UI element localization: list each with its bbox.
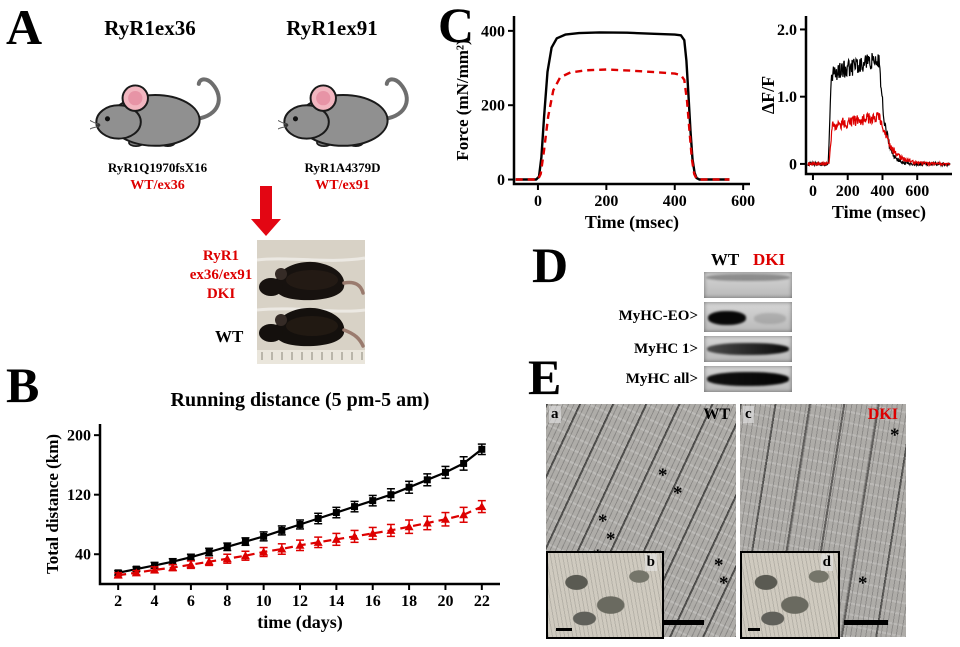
scale-bar	[844, 620, 888, 625]
svg-text:14: 14	[328, 593, 344, 610]
dki-cross-label: RyR1 ex36/ex91 DKI	[185, 247, 257, 303]
svg-text:4: 4	[151, 593, 159, 610]
svg-text:0: 0	[809, 183, 817, 200]
mouse2-cartoon	[278, 77, 409, 149]
blot-lane-wt: WT	[710, 250, 740, 269]
asterisk-marker: *	[673, 483, 683, 504]
svg-text:200: 200	[594, 193, 618, 210]
svg-text:400: 400	[870, 183, 894, 200]
cross-arrow-head-icon	[251, 219, 281, 236]
svg-text:0: 0	[789, 156, 797, 173]
blot-label-myhc-eo: MyHC-EO>	[618, 308, 698, 324]
panel-letter-a: A	[6, 0, 43, 55]
asterisk-marker: *	[714, 555, 724, 576]
blot-band	[706, 274, 790, 281]
blot-band	[754, 313, 786, 324]
force-chart: 0 200 400 600 0 200 400 Time (msec) Force (mN/mm…	[453, 16, 755, 233]
dki-cross-line2: ex36/ex91	[189, 266, 253, 283]
svg-text:16: 16	[365, 593, 381, 610]
svg-text:400: 400	[663, 193, 687, 210]
svg-text:0: 0	[497, 172, 505, 189]
blot-label-myhc-1: MyHC 1>	[634, 341, 698, 357]
svg-text:Total distance (km): Total distance (km)	[43, 434, 62, 574]
calcium-transient-chart: 0 200 400 600 0 1.0 2.0 Time (msec) ΔF/F	[760, 16, 952, 223]
mouse2-allele: WT/ex91	[315, 178, 370, 193]
blot-lane-dki: DKI	[752, 250, 786, 269]
blot-gel-myhc-all	[704, 366, 792, 392]
em-inset-d: d	[740, 551, 840, 639]
asterisk-marker: *	[719, 573, 729, 594]
blot-label-myhc-all: MyHC all>	[625, 371, 698, 387]
svg-text:22: 22	[474, 593, 490, 610]
panel-letter-c: C	[438, 0, 475, 53]
asterisk-marker: *	[658, 465, 668, 486]
mouse1-allele: WT/ex36	[130, 178, 185, 193]
svg-text:200: 200	[481, 98, 505, 115]
svg-text:200: 200	[836, 183, 860, 200]
svg-text:ΔF/F: ΔF/F	[760, 76, 778, 114]
scale-bar	[748, 628, 760, 631]
blot-band	[707, 372, 789, 386]
svg-text:10: 10	[256, 593, 272, 610]
svg-text:Running distance (5 pm-5 am): Running distance (5 pm-5 am)	[171, 389, 430, 411]
dki-cross-line1: RyR1	[202, 248, 240, 264]
em-corner-b: b	[644, 554, 657, 571]
svg-text:20: 20	[437, 593, 453, 610]
svg-text:200: 200	[67, 428, 91, 445]
mouse2-genotype: RyR1A4379D	[304, 160, 381, 175]
blot-gel-top	[704, 272, 792, 298]
svg-text:18: 18	[401, 593, 417, 610]
blot-band	[707, 343, 789, 355]
photo-wt-label: WT	[215, 327, 244, 346]
mouse1-genotype: RyR1Q1970fsX16	[107, 160, 208, 175]
em-corner-d: d	[820, 554, 833, 571]
svg-text:120: 120	[67, 487, 91, 504]
blot-gel-myhc-1	[704, 336, 792, 362]
em-inset-b: b	[546, 551, 664, 639]
blot-band	[708, 311, 746, 325]
scale-bar	[664, 620, 704, 625]
mice-photo	[256, 240, 366, 364]
em-corner-a: a	[549, 406, 561, 423]
scale-bar	[556, 628, 572, 631]
em-label-dki: DKI	[867, 406, 898, 423]
svg-text:400: 400	[481, 23, 505, 40]
panel-letter-e: E	[528, 349, 562, 405]
asterisk-marker: *	[606, 529, 616, 550]
asterisk-marker: *	[890, 425, 900, 446]
cross-arrow-shaft	[260, 186, 272, 220]
mouse1-cartoon	[90, 77, 221, 149]
svg-text:600: 600	[905, 183, 929, 200]
em-label-wt: WT	[703, 406, 730, 423]
mouse1-title: RyR1ex36	[104, 16, 196, 40]
panel-letter-b: B	[6, 357, 40, 413]
svg-text:2: 2	[114, 593, 122, 610]
svg-text:6: 6	[187, 593, 195, 610]
svg-text:Force (mN/mm²): Force (mN/mm²)	[453, 39, 472, 160]
blot-gel-myhc-eo	[704, 302, 792, 332]
blot-lane-headers: WT DKI	[704, 250, 792, 270]
panel-letter-d: D	[532, 237, 569, 293]
svg-text:8: 8	[223, 593, 231, 610]
svg-text:40: 40	[75, 547, 91, 564]
em-corner-c: c	[743, 406, 754, 423]
mouse2-title: RyR1ex91	[286, 16, 378, 40]
svg-text:Time (msec): Time (msec)	[832, 202, 926, 223]
asterisk-marker: *	[598, 511, 608, 532]
svg-text:600: 600	[731, 193, 755, 210]
svg-text:12: 12	[292, 593, 308, 610]
running-distance-chart: 2 4 6 8 10 12 14 16 18 20 22 40 120 200 Running distan…	[43, 389, 500, 633]
svg-text:time (days): time (days)	[257, 612, 342, 633]
svg-text:0: 0	[534, 193, 542, 210]
dki-cross-line3: DKI	[206, 285, 236, 302]
svg-text:2.0: 2.0	[777, 22, 797, 39]
asterisk-marker: *	[858, 573, 868, 594]
svg-text:1.0: 1.0	[777, 89, 797, 106]
svg-text:Time (msec): Time (msec)	[585, 212, 679, 233]
